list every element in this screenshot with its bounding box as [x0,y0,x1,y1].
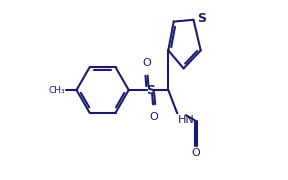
Text: S: S [146,84,155,96]
Text: O: O [149,112,158,122]
Text: HN: HN [178,115,195,125]
Text: CH₃: CH₃ [48,86,65,94]
Text: S: S [197,12,206,25]
Text: O: O [142,58,151,68]
Text: O: O [191,148,200,159]
